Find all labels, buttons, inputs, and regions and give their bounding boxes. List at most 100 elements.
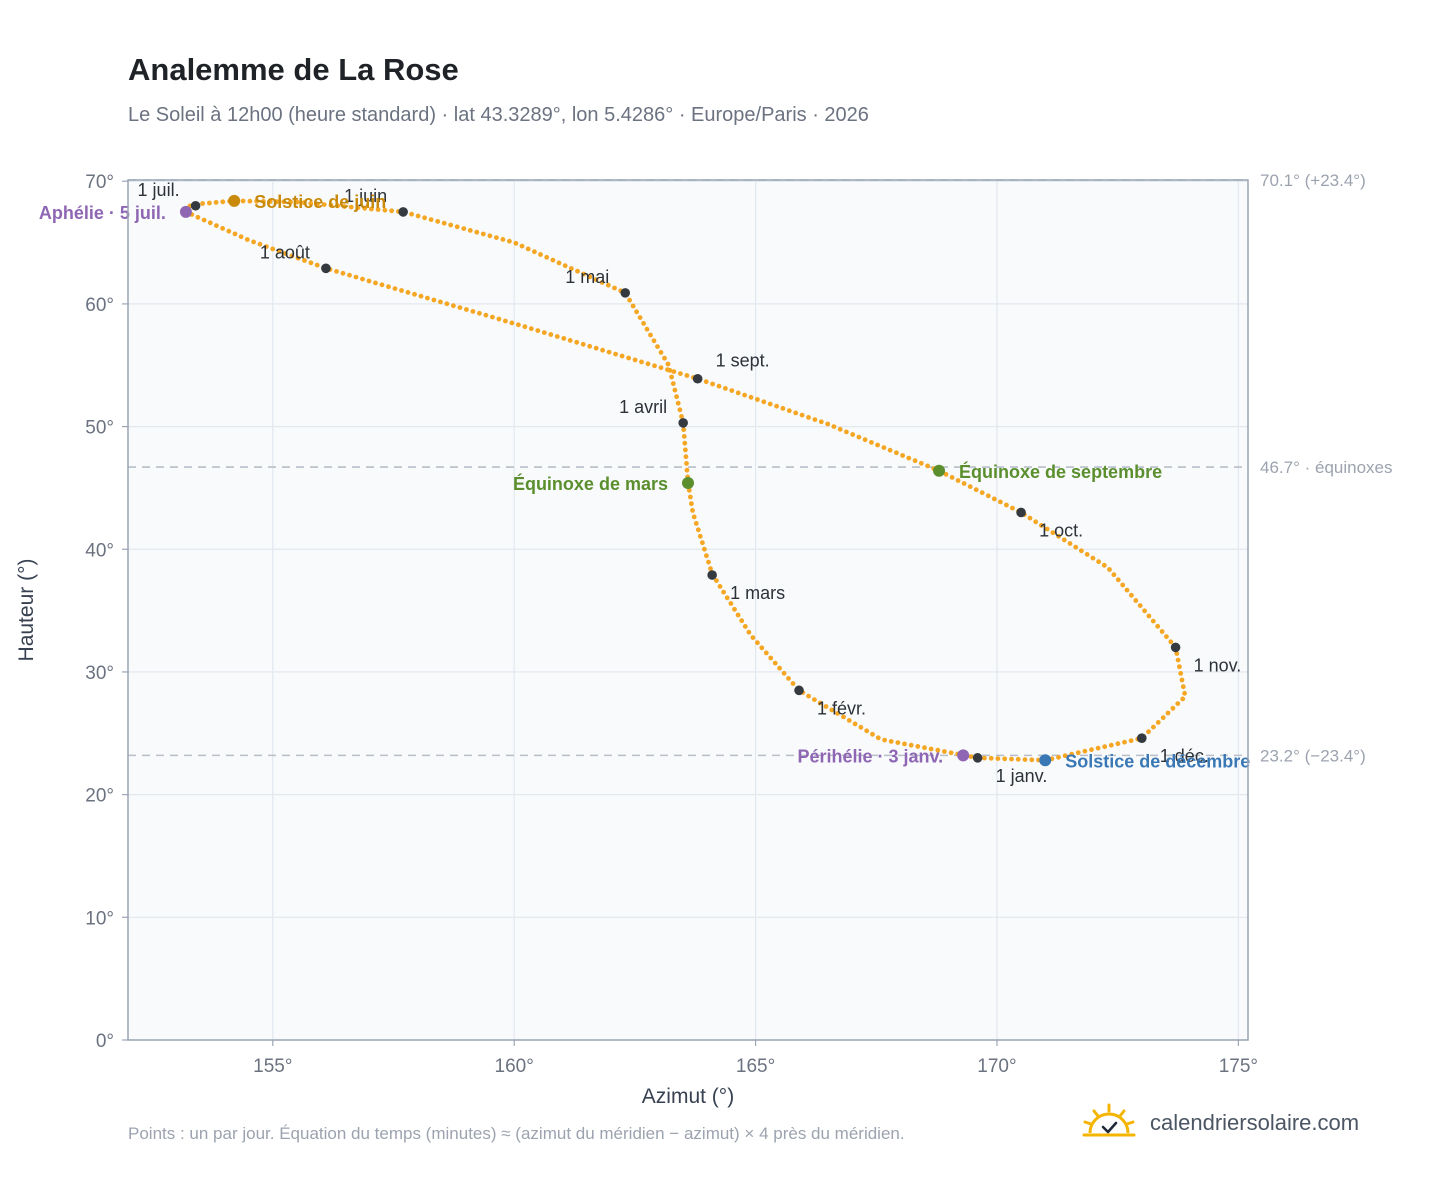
daily-point [213,200,219,205]
daily-point [522,324,528,330]
daily-point [593,277,599,282]
daily-point [496,316,502,322]
y-tick-label: 30° [85,663,114,684]
daily-point [535,328,541,333]
daily-point [1142,608,1147,614]
daily-point [244,237,250,242]
daily-point [634,309,639,315]
event-marker [933,464,946,477]
daily-point [483,312,489,318]
daily-point [399,288,404,293]
daily-point [693,521,699,526]
daily-point [1075,750,1081,756]
daily-point [1044,526,1050,532]
daily-point [675,400,681,406]
daily-point [925,463,930,469]
daily-point [1128,738,1134,744]
chart-subtitle: Le Soleil à 12h00 (heure standard) · lat… [128,104,869,126]
daily-point [1033,519,1039,525]
daily-point [985,493,991,499]
daily-point [683,454,689,460]
reference-line-label: 46.7° · équinoxes [1260,458,1393,477]
daily-point [328,202,334,208]
daily-point [334,269,339,274]
daily-point [556,260,562,266]
daily-point [375,207,381,213]
daily-point [382,207,388,213]
event-label: Équinoxe de septembre [959,461,1162,482]
daily-point [1067,541,1073,546]
daily-point [982,755,987,761]
daily-point [207,220,213,226]
daily-point [366,278,372,284]
daily-point [200,201,206,206]
daily-point [780,406,786,411]
daily-point [995,756,1001,761]
daily-point [392,286,398,291]
daily-point [1165,710,1171,716]
daily-point [858,724,864,730]
daily-point [1039,523,1044,528]
daily-point [681,434,687,439]
brand[interactable]: calendriersolaire.com [1082,1102,1359,1144]
daily-point [949,475,955,480]
daily-point [1056,533,1061,539]
month-marker-label: 1 févr. [817,698,866,718]
daily-point [207,200,212,206]
daily-point [295,255,301,261]
month-marker-label: 1 avril [619,397,667,417]
daily-point [683,447,688,453]
daily-point [1170,705,1176,711]
daily-point [670,381,676,386]
daily-point [464,307,469,312]
daily-point [474,229,480,235]
daily-point [922,745,927,751]
daily-point [632,357,638,363]
event-marker [682,477,694,490]
month-marker [794,685,804,696]
daily-point [662,355,667,361]
event-label: Aphélie · 5 juil. [39,203,166,223]
daily-point [348,204,354,210]
daily-point [538,252,543,257]
daily-point [369,206,374,212]
daily-point [729,388,735,393]
daily-point [1151,724,1156,730]
daily-point [480,231,486,237]
daily-point [314,262,320,268]
daily-point [308,201,314,206]
month-marker-label: 1 sept. [716,351,770,371]
daily-point [386,284,391,290]
daily-point [379,282,385,288]
daily-point [763,650,769,656]
daily-point [347,272,352,278]
daily-point [1178,671,1184,676]
daily-point [806,415,811,420]
daily-point [581,271,587,277]
daily-point [509,320,515,326]
daily-point [281,199,287,205]
daily-point [201,217,207,223]
daily-point [1175,657,1181,663]
daily-point [507,238,512,244]
daily-point [301,200,307,206]
daily-point [220,226,226,231]
brand-name: calendriersolaire.com [1150,1110,1360,1135]
daily-point [973,487,979,493]
month-marker-label: 1 oct. [1039,520,1083,540]
daily-point [955,478,961,483]
daily-point [887,447,893,453]
event-marker [1039,754,1052,767]
daily-point [627,297,632,303]
month-marker-label: 1 juil. [138,180,180,200]
daily-point [1022,757,1028,762]
daily-point [283,251,288,256]
daily-point [1179,677,1185,683]
daily-point [360,276,365,282]
daily-point [902,741,907,747]
daily-point [1160,715,1166,721]
daily-point [1146,613,1152,619]
daily-point [1133,598,1139,603]
daily-point [823,704,829,709]
daily-point [1115,741,1121,747]
